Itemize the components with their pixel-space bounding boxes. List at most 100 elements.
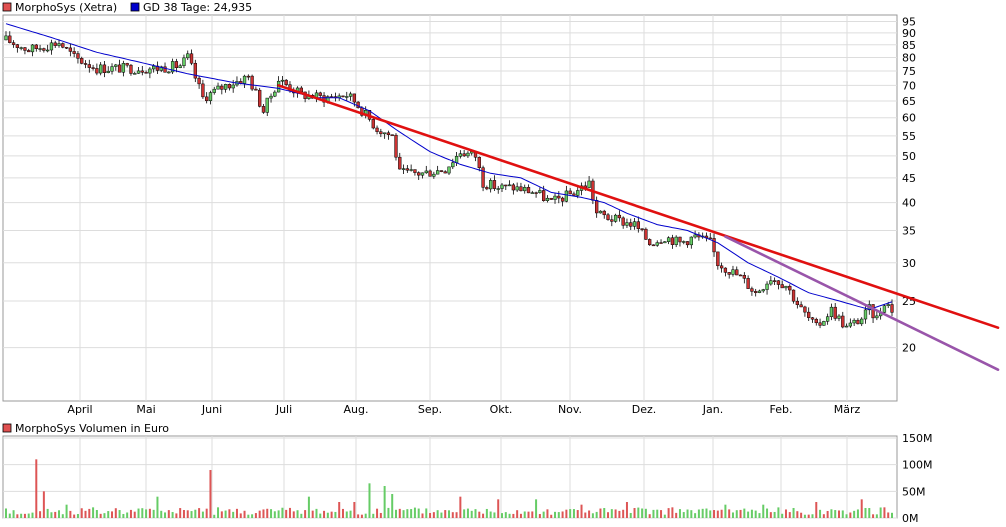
price-y-tick-label: 45 [902, 172, 916, 185]
candle-down [11, 42, 16, 45]
candle-up [875, 315, 879, 319]
trendline [277, 84, 1000, 329]
candle-up [148, 68, 152, 74]
volume-bar [16, 514, 19, 518]
candle-up [689, 236, 693, 246]
volume-bar [167, 510, 170, 518]
candle-up [178, 65, 182, 69]
candle-down [856, 319, 860, 325]
volume-bar [648, 514, 651, 518]
volume-bar [678, 509, 681, 518]
candle-down [746, 278, 750, 289]
candle-up [159, 66, 163, 71]
volume-bar [319, 513, 322, 518]
volume-bar [773, 511, 776, 518]
candle-down [712, 238, 716, 253]
volume-bar [463, 509, 466, 518]
candle-down [144, 72, 148, 74]
volume-legend-swatch [2, 423, 12, 433]
volume-bar [360, 514, 363, 518]
candle-down [80, 58, 84, 64]
volume-bar [720, 509, 723, 518]
volume-bar [239, 513, 242, 518]
candle-up [757, 290, 762, 293]
candle-down [481, 167, 485, 188]
candle-down [504, 184, 508, 187]
volume-bar [455, 512, 458, 518]
candle-up [170, 61, 175, 73]
volume-bar [512, 513, 515, 518]
candle-down [659, 242, 663, 244]
volume-bar [474, 509, 477, 518]
candle-up [458, 153, 463, 157]
volume-bar [357, 514, 360, 518]
volume-bar [107, 511, 110, 518]
volume-bar [353, 502, 356, 518]
candle-down [795, 300, 799, 306]
volume-bar [341, 508, 344, 518]
volume-bar [739, 509, 742, 518]
candle-down [477, 156, 481, 168]
volume-bar [235, 508, 238, 518]
volume-bar [656, 509, 659, 518]
candle-down [352, 93, 356, 103]
volume-bar [73, 514, 76, 518]
volume-bar [849, 512, 852, 518]
candle-down [526, 187, 531, 194]
candle-up [466, 152, 470, 157]
candle-up [496, 188, 500, 190]
candle-up [822, 321, 826, 326]
volume-bar [251, 514, 254, 518]
candle-down [723, 267, 728, 273]
volume-bar [372, 513, 375, 518]
candle-down [557, 195, 561, 199]
volume-y-tick-label: 150M [902, 432, 933, 445]
volume-bar [489, 511, 492, 518]
price-legend-swatch [2, 2, 12, 12]
volume-bar [126, 512, 129, 518]
price-y-tick-label: 90 [902, 27, 916, 40]
month-label: April [67, 403, 92, 416]
volume-bar [12, 510, 15, 518]
candle-down [644, 228, 648, 240]
volume-bar [663, 514, 666, 518]
candle-down [125, 63, 129, 66]
candle-down [841, 315, 845, 328]
candle-down [246, 75, 250, 78]
candle-up [216, 85, 220, 90]
candle-down [727, 272, 731, 275]
candle-down [716, 251, 720, 267]
candle-down [803, 306, 807, 313]
volume-bar [565, 509, 568, 518]
candle-up [19, 47, 23, 49]
volume-bar [830, 509, 833, 518]
candle-down [220, 85, 224, 90]
volume-bar [837, 510, 840, 518]
volume-bar [523, 511, 526, 518]
volume-bar [417, 508, 420, 518]
candle-down [708, 237, 712, 240]
candle-up [674, 236, 678, 245]
candle-up [682, 241, 686, 243]
volume-bar [304, 510, 307, 518]
sma-legend-swatch [130, 2, 140, 12]
volume-bar [709, 510, 712, 518]
volume-bar [811, 514, 814, 518]
volume-bar [114, 508, 117, 518]
volume-bar [122, 513, 125, 518]
candle-down [189, 53, 194, 64]
candle-down [227, 84, 232, 89]
volume-bar [99, 513, 102, 518]
candle-up [761, 289, 765, 292]
candle-up [432, 173, 436, 177]
candle-up [507, 184, 512, 187]
candle-up [424, 170, 428, 174]
candle-down [201, 83, 205, 98]
candle-up [523, 187, 527, 192]
volume-bar [334, 511, 337, 518]
candle-down [685, 241, 690, 246]
candle-up [625, 222, 629, 226]
volume-bar [622, 509, 625, 518]
volume-bar [743, 508, 746, 518]
candle-down [818, 322, 822, 326]
